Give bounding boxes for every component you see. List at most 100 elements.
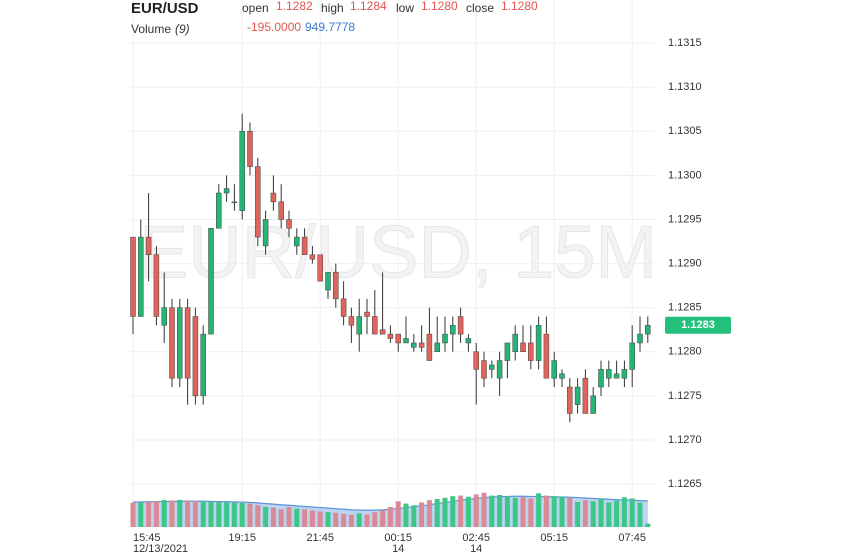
volume-bar	[255, 505, 261, 527]
header-label: low	[396, 1, 414, 15]
volume-bar	[224, 502, 230, 527]
candle-body	[637, 333, 643, 344]
candle-body	[504, 342, 511, 361]
candle-body	[481, 360, 487, 379]
volume-bar	[185, 500, 191, 527]
candle-body	[372, 316, 378, 335]
candle-body	[551, 360, 557, 379]
volume-bar	[200, 501, 206, 527]
candle-body	[528, 342, 534, 361]
header-value: 1.1282	[276, 0, 313, 13]
volume-bar	[177, 499, 183, 527]
candle-body	[426, 333, 433, 361]
volume-bar	[263, 507, 269, 527]
candle-body	[411, 342, 417, 348]
volume-bar	[551, 496, 557, 527]
candle-body	[559, 373, 565, 379]
candle-body	[418, 342, 425, 348]
volume-bar	[458, 495, 464, 527]
volume-bar	[575, 501, 581, 527]
volume-bar	[309, 510, 315, 527]
candle-body	[208, 228, 214, 335]
chart-title: EUR/USD	[131, 0, 199, 17]
candle-body	[223, 188, 230, 194]
candle-body	[512, 333, 518, 353]
y-tick-label: 1.1265	[668, 478, 702, 490]
header-label: close	[466, 1, 494, 15]
candle-body	[598, 369, 604, 388]
candle-body	[590, 395, 596, 414]
candle-body	[379, 329, 386, 335]
volume-bar	[395, 501, 401, 527]
volume-bar	[411, 505, 417, 527]
candle-body	[286, 219, 292, 229]
candle-body	[200, 333, 206, 397]
volume-bar	[146, 501, 152, 527]
candle-body	[333, 272, 339, 300]
volume-bar	[333, 512, 339, 527]
candle-body	[278, 201, 284, 220]
candle-body	[442, 333, 448, 344]
header-value: 1.1284	[350, 0, 387, 13]
volume-bar	[489, 495, 495, 527]
candle-body	[153, 254, 160, 317]
x-tick-label: 21:45	[306, 532, 334, 544]
volume-bar	[153, 501, 159, 527]
volume-bar	[302, 509, 308, 527]
volume-bar	[372, 512, 378, 527]
volume-bar	[559, 496, 565, 527]
candle-body	[434, 342, 440, 353]
candle-body	[231, 201, 238, 204]
y-tick-label: 1.1310	[668, 81, 702, 93]
volume-bar	[356, 513, 362, 527]
x-tick-label: 15:45	[133, 532, 161, 544]
y-tick-label: 1.1305	[668, 125, 702, 137]
candle-body	[606, 369, 612, 379]
x-tick-label: 05:15	[540, 532, 568, 544]
candle-body	[395, 333, 401, 344]
volume-bar	[645, 523, 651, 527]
volume-bar	[512, 497, 518, 527]
volume-bar	[637, 502, 643, 527]
volume-bar	[442, 497, 448, 527]
volume-bar	[247, 503, 253, 527]
y-tick-label: 1.1270	[668, 434, 702, 446]
volume-bar	[286, 507, 292, 527]
volume-change: -195.0000	[247, 20, 301, 34]
plot: 1.1265 1.1270 1.1275 1.1280 1.1285 1.1290 1.12…	[130, 0, 731, 555]
candle-body	[239, 131, 245, 211]
volume-bar	[192, 500, 198, 527]
candle-body	[543, 333, 550, 379]
volume-ma-value: 949.7778	[305, 20, 355, 34]
volume-bar	[161, 499, 167, 527]
candle-body	[457, 316, 464, 335]
candle-body	[130, 236, 136, 317]
candle-body	[262, 219, 269, 247]
candle-body	[138, 236, 144, 317]
candle-body	[145, 236, 152, 256]
volume-bar	[481, 492, 487, 527]
candle-body	[216, 192, 222, 229]
volume-label: Volume	[131, 22, 171, 36]
header-label: open	[242, 1, 269, 15]
volume-bar	[387, 507, 393, 527]
y-tick-label: 1.1285	[668, 302, 702, 314]
candle-body	[247, 131, 253, 167]
candle-body	[270, 192, 277, 203]
x-tick-label: 02:45	[462, 532, 490, 544]
volume-period: (9)	[175, 22, 190, 36]
volume-bar	[216, 502, 222, 527]
candle-body	[301, 236, 308, 256]
volume-bar	[317, 511, 323, 527]
header-label: high	[321, 1, 344, 15]
candle-body	[356, 316, 362, 335]
candle-body	[184, 307, 191, 379]
volume-bar	[590, 501, 596, 527]
candle-body	[177, 307, 183, 379]
candle-body	[169, 307, 175, 379]
volume-bar	[598, 498, 604, 527]
volume-bar	[348, 514, 354, 527]
candle-body	[613, 373, 620, 379]
volume-bar	[426, 500, 432, 527]
candle-body	[629, 342, 635, 370]
